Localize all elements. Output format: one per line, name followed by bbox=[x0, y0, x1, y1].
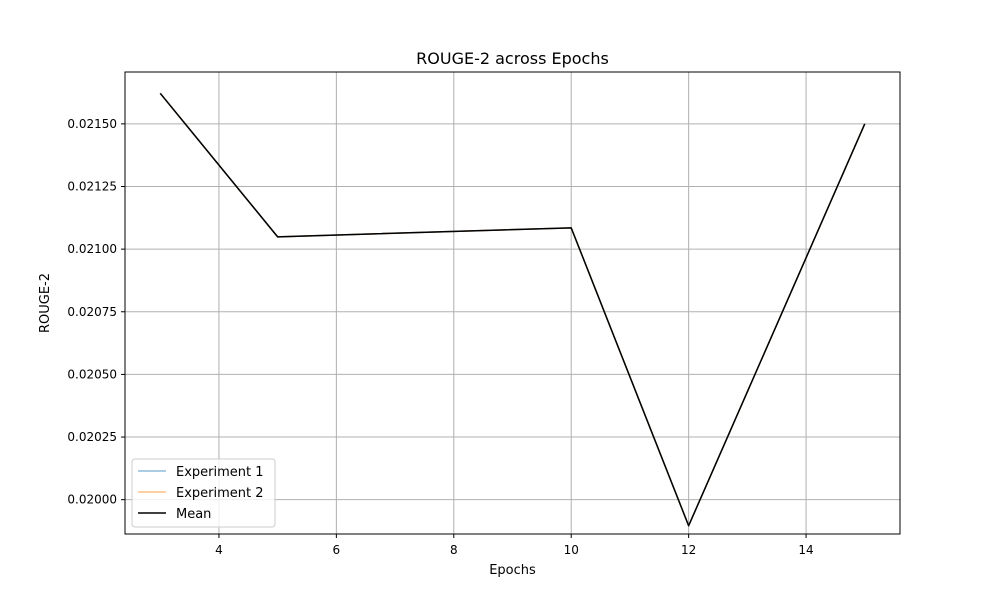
x-tick-label: 10 bbox=[564, 543, 579, 557]
legend-label-mean: Mean bbox=[176, 507, 211, 522]
legend-label-experiment-2: Experiment 2 bbox=[176, 486, 264, 501]
plot-frame bbox=[124, 71, 901, 535]
x-tick-label: 6 bbox=[333, 543, 341, 557]
y-tick-label: 0.02000 bbox=[67, 493, 117, 507]
chart-title: ROUGE-2 across Epochs bbox=[416, 49, 609, 68]
x-tick-label: 14 bbox=[798, 543, 813, 557]
legend: Experiment 1 Experiment 2 Mean bbox=[131, 458, 276, 528]
series-layer bbox=[159, 92, 866, 527]
y-tick-label: 0.02025 bbox=[67, 430, 117, 444]
y-tick-label: 0.02150 bbox=[67, 117, 117, 131]
grid bbox=[125, 72, 900, 534]
y-tick-label: 0.02075 bbox=[67, 305, 117, 319]
x-tick-label: 12 bbox=[681, 543, 696, 557]
legend-label-experiment-1: Experiment 1 bbox=[176, 465, 264, 480]
series-line-mean bbox=[159, 92, 866, 527]
x-tick-label: 8 bbox=[450, 543, 458, 557]
x-axis-label: Epochs bbox=[489, 563, 536, 578]
legend-box bbox=[131, 458, 276, 528]
y-tick-label: 0.02125 bbox=[67, 179, 117, 193]
y-axis: 0.02000 0.02025 0.02050 0.02075 0.02100 0.021… bbox=[67, 117, 125, 507]
y-tick-label: 0.02050 bbox=[67, 367, 117, 381]
y-tick-label: 0.02100 bbox=[67, 242, 117, 256]
x-tick-label: 4 bbox=[215, 543, 223, 557]
x-axis: 4 6 8 10 12 14 bbox=[215, 534, 814, 557]
y-axis-label: ROUGE-2 bbox=[38, 273, 53, 333]
